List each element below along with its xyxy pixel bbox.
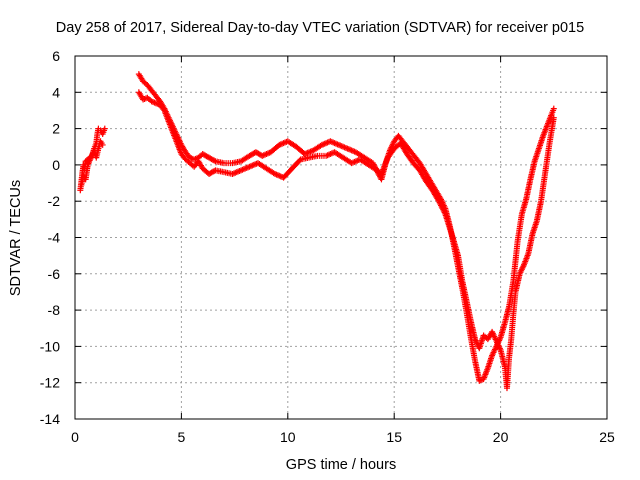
data-point bbox=[101, 125, 108, 132]
y-tick-label: 6 bbox=[52, 48, 60, 64]
x-tick-label: 10 bbox=[280, 429, 296, 445]
x-tick-label: 5 bbox=[178, 429, 186, 445]
data-point bbox=[99, 141, 106, 148]
x-tick-label: 25 bbox=[599, 429, 615, 445]
y-tick-label: -4 bbox=[48, 230, 61, 246]
x-tick-label: 20 bbox=[493, 429, 509, 445]
x-tick-label: 15 bbox=[386, 429, 402, 445]
y-tick-label: -14 bbox=[40, 411, 60, 427]
y-tick-label: -10 bbox=[40, 338, 60, 354]
axis-ticks: 0 5 10 15 20 25 -14 -12 -10 -8 -6 -4 -2 0 2 4 6 bbox=[40, 48, 615, 445]
data-point bbox=[550, 114, 557, 121]
series-track-a bbox=[77, 71, 557, 384]
y-tick-label: -6 bbox=[48, 266, 61, 282]
y-tick-label: 4 bbox=[52, 84, 60, 100]
data-points bbox=[77, 71, 557, 392]
plot-frame bbox=[74, 55, 608, 420]
y-tick-label: 2 bbox=[52, 121, 60, 137]
x-tick-label: 0 bbox=[71, 429, 79, 445]
y-tick-label: -12 bbox=[40, 375, 60, 391]
x-axis-label: GPS time / hours bbox=[285, 457, 397, 473]
series-track-b bbox=[78, 89, 557, 392]
y-tick-label: 0 bbox=[52, 157, 60, 173]
data-point bbox=[550, 105, 557, 112]
chart-title: Day 258 of 2017, Sidereal Day-to-day VTE… bbox=[55, 20, 585, 36]
y-tick-label: -2 bbox=[48, 193, 61, 209]
y-tick-label: -8 bbox=[48, 302, 61, 318]
grid-lines bbox=[75, 56, 607, 419]
data-point bbox=[211, 157, 218, 164]
